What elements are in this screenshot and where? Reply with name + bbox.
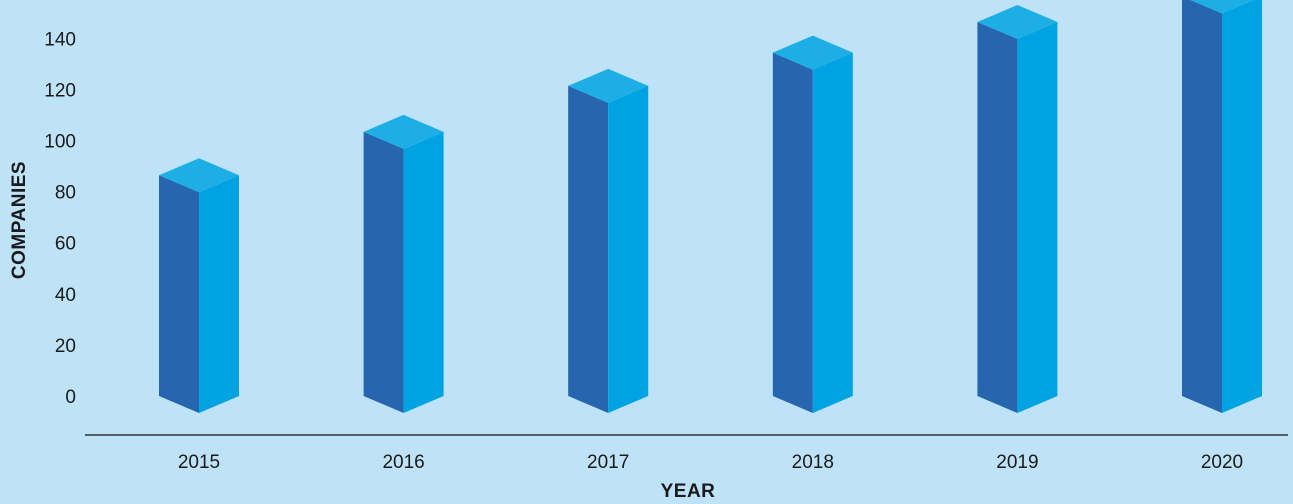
x-tick-label: 2016 [382, 452, 424, 473]
y-tick-label: 80 [55, 183, 76, 204]
bar-side-face [1017, 21, 1058, 414]
bar-side-face [403, 131, 444, 413]
y-axis-title: COMPANIES [9, 161, 30, 279]
y-tick-label: 0 [65, 387, 76, 408]
x-tick-label: 2017 [587, 452, 629, 473]
y-tick-label: 100 [44, 132, 76, 153]
bar-front-face [1182, 0, 1222, 413]
y-tick-label: 40 [55, 285, 76, 306]
x-tick-label: 2018 [792, 452, 834, 473]
x-axis-title: YEAR [661, 481, 716, 502]
bar-top-face [159, 158, 239, 193]
bar-side-face [1222, 0, 1262, 413]
bar [1182, 0, 1262, 413]
bar-top-face [568, 68, 649, 103]
bar-front-face [977, 21, 1018, 414]
bar-top-face [363, 114, 444, 149]
bar-front-face [568, 85, 609, 413]
bar-top-face [977, 4, 1058, 39]
bar [363, 114, 444, 413]
bar-front-face [363, 131, 404, 413]
bar-side-face [812, 52, 853, 413]
y-tick-label: 140 [44, 29, 76, 50]
x-tick-label: 2015 [178, 452, 220, 473]
bar [977, 4, 1058, 414]
bar-top-face [772, 35, 853, 70]
bar [568, 68, 649, 413]
bar [159, 158, 239, 413]
x-tick-labels: 2015 2016 2017 2018 2019 2020 [178, 452, 1243, 473]
bar-side-face [199, 175, 239, 413]
bar-front-face [159, 175, 199, 413]
bar [772, 35, 853, 413]
x-tick-label: 2019 [996, 452, 1038, 473]
bar-front-face [772, 52, 813, 413]
y-tick-label: 120 [44, 80, 76, 101]
x-tick-label: 2020 [1201, 452, 1243, 473]
bars-group [159, 0, 1262, 414]
y-tick-labels: 0 20 40 60 80 100 120 140 [44, 29, 76, 408]
y-tick-label: 20 [55, 336, 76, 357]
y-tick-label: 60 [55, 234, 76, 255]
bar-top-face [1190, 0, 1254, 14]
bar-side-face [608, 85, 649, 413]
